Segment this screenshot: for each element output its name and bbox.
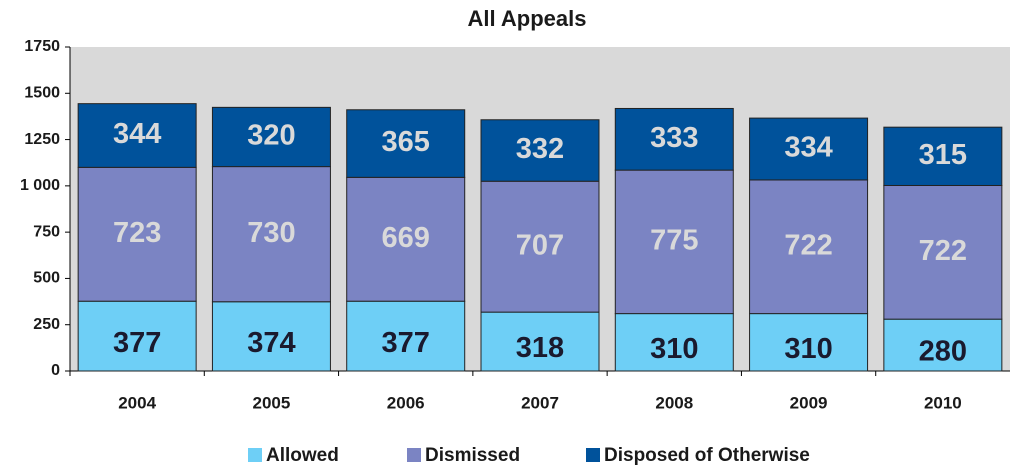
chart-title: All Appeals (468, 6, 587, 31)
x-tick-label: 2008 (655, 393, 693, 412)
data-label: 723 (113, 217, 161, 249)
x-tick-label: 2004 (118, 393, 156, 412)
data-label: 320 (247, 120, 295, 152)
data-label: 365 (382, 126, 430, 158)
bar-segment (883, 184, 1003, 320)
data-label: 333 (650, 122, 698, 154)
bar-segment (614, 169, 734, 315)
data-label: 377 (382, 327, 430, 359)
y-tick-label: 1250 (24, 131, 60, 148)
data-label: 310 (650, 333, 698, 365)
y-tick-label: 1 000 (20, 177, 60, 194)
bar-segment (346, 300, 466, 372)
data-label: 332 (516, 133, 564, 165)
y-tick-label: 0 (51, 362, 60, 379)
bar-segment (77, 166, 197, 302)
bar-segment (883, 126, 1003, 186)
bar-segment (77, 103, 197, 168)
data-label: 722 (919, 235, 967, 267)
data-label: 344 (113, 118, 161, 150)
data-label: 730 (247, 217, 295, 249)
bar-segment (749, 117, 869, 181)
data-label: 318 (516, 332, 564, 364)
data-label: 374 (247, 327, 295, 359)
bar-segment (749, 179, 869, 315)
legend-label: Dismissed (425, 445, 520, 466)
data-label: 310 (784, 333, 832, 365)
x-tick-label: 2007 (521, 393, 559, 412)
data-label: 377 (113, 327, 161, 359)
legend-label: Disposed of Otherwise (604, 445, 810, 466)
x-tick-label: 2010 (924, 393, 962, 412)
y-tick-label: 250 (33, 316, 60, 333)
data-label: 280 (919, 336, 967, 368)
bar-segment (211, 106, 331, 168)
bar-segment (480, 311, 600, 372)
bar-segment (346, 109, 466, 178)
bar-segment (77, 300, 197, 372)
bar-segment (211, 301, 331, 372)
y-tick-label: 500 (33, 270, 60, 287)
bar-segment (614, 107, 734, 171)
y-tick-label: 1500 (24, 85, 60, 102)
y-tick-label: 1750 (24, 38, 60, 55)
x-tick-label: 2009 (790, 393, 828, 412)
bar-segment (211, 166, 331, 303)
bar-segment (749, 313, 869, 372)
data-label: 775 (650, 225, 698, 257)
legend-swatch (586, 448, 600, 462)
legend-swatch (407, 448, 421, 462)
legend-swatch (248, 448, 262, 462)
data-label: 722 (784, 229, 832, 261)
data-label: 707 (516, 229, 564, 261)
bar-segment (480, 180, 600, 313)
bar-segment (480, 119, 600, 182)
legend-label: Allowed (266, 445, 339, 466)
data-label: 669 (382, 222, 430, 254)
bar-segment (346, 176, 466, 302)
bar-segment (614, 313, 734, 372)
bar-segment (883, 318, 1003, 372)
x-tick-label: 2006 (387, 393, 425, 412)
data-label: 315 (919, 139, 967, 171)
data-label: 334 (784, 132, 832, 164)
x-tick-label: 2005 (253, 393, 291, 412)
y-tick-label: 750 (33, 223, 60, 240)
